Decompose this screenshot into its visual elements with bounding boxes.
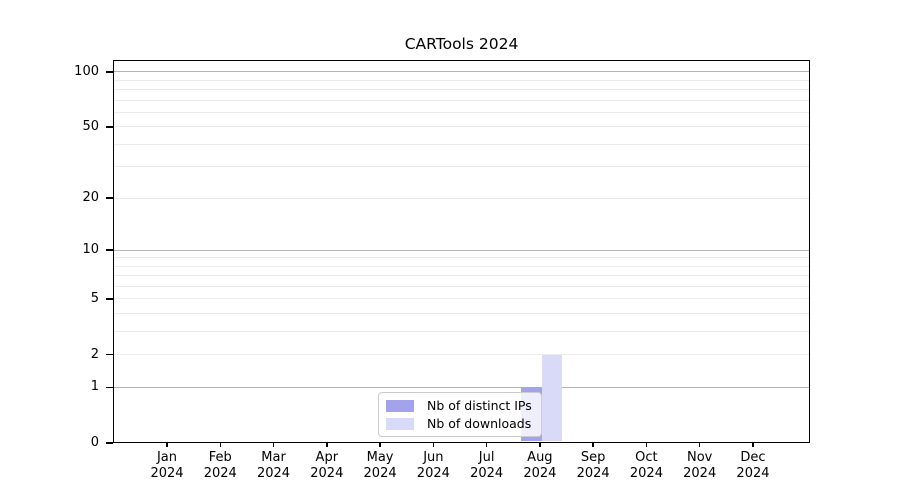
y-tick-mark (106, 298, 113, 300)
y-tick-mark (106, 197, 113, 199)
x-tick-mark (326, 442, 328, 447)
x-tick-mark (592, 442, 594, 447)
gridline-minor (113, 298, 810, 300)
x-tick-label-line: 2024 (416, 465, 450, 481)
y-tick-label: 0 (90, 435, 99, 450)
gridline-minor (113, 275, 810, 277)
plot-area (113, 60, 810, 443)
x-tick-mark (539, 442, 541, 447)
x-tick-label-line: Jun (423, 450, 444, 465)
x-tick-label: Jul 2024 (452, 450, 522, 481)
gridline-minor (113, 257, 810, 259)
gridline-major (113, 249, 810, 251)
x-tick-label-line: Dec (740, 450, 766, 465)
x-tick-mark (379, 442, 381, 447)
gridline-minor (113, 79, 810, 81)
gridline-minor (113, 111, 810, 113)
x-tick-label-line: May (366, 450, 394, 465)
x-tick-mark (272, 442, 275, 447)
x-tick-mark (752, 442, 754, 447)
x-tick-label: Sep 2024 (558, 450, 628, 481)
x-tick-label-line: Apr (315, 450, 339, 465)
y-tick-label: 1 (90, 379, 99, 395)
x-tick-label-line: Nov (687, 450, 713, 465)
gridline-minor (113, 265, 810, 267)
y-tick-mark (106, 249, 113, 251)
x-tick-label-line: Oct (635, 450, 658, 465)
gridline-minor (113, 99, 810, 101)
x-tick-label-line: 2024 (150, 465, 184, 481)
y-tick-mark (106, 353, 113, 356)
x-tick-mark (485, 442, 488, 447)
y-tick-mark (106, 126, 113, 128)
x-tick-label-line: Mar (261, 450, 286, 465)
gridline-minor (113, 354, 810, 356)
gridline-minor (113, 143, 810, 145)
x-tick-label-line: 2024 (363, 465, 397, 481)
x-tick-label: Jun 2024 (398, 450, 468, 481)
gridline-major (113, 71, 810, 73)
x-tick-label: Dec 2024 (718, 450, 788, 481)
legend-label-downloads: Nb of downloads (427, 416, 532, 431)
x-tick-label-line: 2024 (310, 465, 344, 481)
gridline-minor (113, 313, 810, 315)
x-tick-mark (166, 442, 168, 447)
x-tick-label-line: 2024 (203, 465, 237, 481)
x-tick-mark (219, 442, 222, 447)
x-tick-label: Feb 2024 (185, 450, 255, 481)
legend: Nb of distinct IPs Nb of downloads (378, 392, 542, 437)
x-tick-label-line: 2024 (576, 465, 610, 481)
x-tick-label: Jan 2024 (132, 450, 202, 481)
x-tick-label: Apr 2024 (292, 450, 362, 481)
legend-label-distinct-ips: Nb of distinct IPs (427, 398, 532, 413)
y-tick-mark (106, 71, 113, 73)
x-tick-label-line: 2024 (470, 465, 504, 481)
y-tick-label: 100 (74, 63, 99, 79)
x-tick-label-line: Feb (208, 450, 232, 465)
x-tick-label-line: Jul (478, 450, 495, 465)
x-tick-label-line: Sep (580, 450, 606, 465)
x-tick-label-line: 2024 (683, 465, 717, 481)
x-tick-label-line: Jan (156, 450, 178, 465)
legend-item-downloads: Nb of downloads (386, 416, 534, 431)
x-tick-label: Mar 2024 (239, 450, 309, 481)
x-tick-label: Aug 2024 (505, 450, 575, 481)
x-tick-label-line: 2024 (629, 465, 663, 481)
y-tick-label: 20 (82, 190, 99, 206)
x-tick-label-line: 2024 (256, 465, 291, 481)
legend-item-distinct-ips: Nb of distinct IPs (386, 398, 534, 413)
y-tick-label: 50 (82, 118, 99, 134)
plot-frame (113, 60, 810, 443)
y-tick-mark (106, 442, 113, 444)
x-tick-label: Oct 2024 (611, 450, 681, 481)
gridline-minor (113, 166, 810, 168)
gridline-minor (113, 285, 810, 287)
x-tick-mark (645, 442, 648, 447)
legend-swatch-downloads (386, 417, 414, 430)
x-tick-label-line: 2024 (736, 465, 770, 481)
legend-swatch-distinct-ips (386, 399, 414, 412)
gridline-minor (113, 197, 810, 199)
x-tick-label: May 2024 (345, 450, 415, 481)
x-tick-label-line: Aug (527, 450, 553, 465)
x-tick-label-line: 2024 (523, 465, 557, 481)
gridline-minor (113, 126, 810, 128)
y-tick-label: 2 (90, 346, 99, 362)
x-tick-mark (432, 442, 435, 447)
chart-title: CARTools 2024 (404, 35, 519, 53)
y-tick-label: 5 (90, 290, 99, 306)
x-tick-mark (698, 442, 701, 447)
x-tick-label: Nov 2024 (665, 450, 735, 481)
y-tick-label: 10 (82, 242, 99, 258)
gridline-minor (113, 331, 810, 332)
bar-nb-of-downloads-aug-2024 (541, 354, 562, 442)
gridline-major (113, 386, 810, 388)
gridline-minor (113, 89, 810, 91)
y-tick-mark (106, 386, 113, 388)
